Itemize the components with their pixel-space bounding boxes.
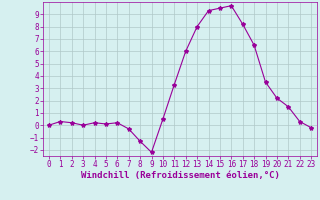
X-axis label: Windchill (Refroidissement éolien,°C): Windchill (Refroidissement éolien,°C) [81, 171, 279, 180]
